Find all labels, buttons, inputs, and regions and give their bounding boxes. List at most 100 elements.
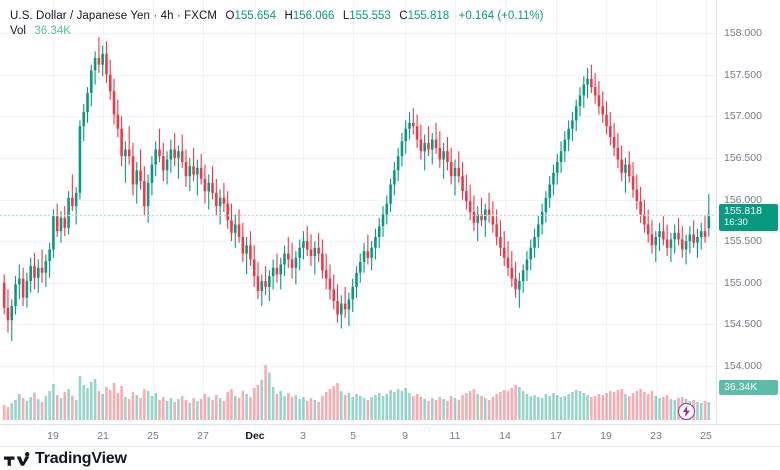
candle-body: [63, 217, 67, 228]
candle-body: [218, 197, 222, 207]
candle-body: [321, 253, 324, 271]
volume-bar: [275, 394, 279, 420]
candle-body: [108, 74, 112, 92]
volume-bar: [582, 393, 586, 420]
volume-bar: [612, 392, 616, 420]
ohlc-open-label: O: [225, 10, 235, 22]
volume-bar: [309, 398, 313, 420]
candle-body: [237, 224, 241, 237]
candle-body: [684, 241, 688, 250]
time-tick: 9: [402, 430, 408, 442]
volume-bar: [313, 400, 317, 420]
candle-body: [654, 236, 658, 246]
volume-bar: [177, 399, 180, 420]
price-axis[interactable]: 158.000 157.500 157.000 156.500 156.000 155.5…: [716, 0, 780, 424]
volume-bar: [252, 388, 256, 420]
volume-bar: [601, 395, 605, 420]
candle-body: [616, 147, 620, 160]
candle-body: [215, 192, 218, 207]
time-tick: 21: [97, 430, 109, 442]
ohlc-open-value: 155.654: [234, 10, 277, 22]
time-tick: 27: [197, 430, 209, 442]
volume-bar: [86, 388, 89, 420]
candle-body: [48, 249, 51, 262]
volume-bar: [249, 397, 252, 420]
ohlc-low-label: L: [342, 10, 350, 22]
time-tick: 25: [700, 430, 712, 442]
volume-bar: [317, 402, 320, 420]
volume-bar: [230, 389, 233, 420]
candle-body: [468, 201, 472, 212]
volume-bar: [135, 395, 139, 420]
candle-body: [29, 266, 32, 282]
candle-body: [347, 299, 351, 310]
candle-body: [555, 162, 559, 173]
candle-body: [446, 151, 449, 163]
legend-line-volume: Vol 36.34K: [10, 22, 543, 37]
volume-bar: [578, 391, 582, 420]
candle-body: [415, 126, 419, 140]
volume-bar: [207, 397, 211, 420]
volume-bar: [442, 399, 445, 420]
candle-body: [124, 149, 127, 157]
volume-bar: [449, 396, 453, 420]
time-tick: 14: [499, 430, 511, 442]
candle-body: [423, 142, 426, 152]
candle-body: [14, 284, 17, 307]
candle-body: [502, 247, 506, 258]
candle-body: [385, 203, 389, 215]
volume-bar: [586, 395, 589, 420]
volume-bar: [552, 393, 555, 420]
volume-bar: [237, 398, 241, 420]
time-axis[interactable]: 19 21 25 27 Dec 3 5 9 11 14 17 19 23 25: [0, 424, 780, 446]
candle-body: [393, 170, 396, 185]
candle-body: [548, 184, 551, 198]
candle-body: [343, 303, 347, 310]
volume-bar: [446, 401, 449, 420]
volume-bar: [222, 401, 226, 420]
candle-body: [650, 234, 654, 246]
candle-body: [177, 151, 180, 158]
candle-body: [506, 257, 510, 268]
volume-bar: [502, 390, 506, 420]
candlestick-chart[interactable]: [0, 0, 716, 424]
volume-bar: [63, 392, 67, 420]
symbol-title[interactable]: U.S. Dollar / Japanese Yen · 4h · FXCM: [10, 10, 218, 22]
candle-body: [268, 276, 271, 287]
volume-bar: [343, 395, 347, 420]
candle-body: [487, 209, 491, 217]
volume-bar: [256, 385, 260, 420]
volume-bar: [21, 398, 25, 420]
volume-bar: [537, 397, 540, 420]
volume-bar: [476, 394, 479, 420]
volume-bar: [67, 389, 70, 420]
volume-bar: [514, 385, 517, 420]
chart-pane[interactable]: [0, 0, 716, 424]
candle-body: [101, 53, 104, 65]
volume-bar: [245, 394, 248, 420]
candle-body: [283, 253, 286, 265]
realtime-bolt-icon[interactable]: [678, 403, 695, 420]
candle-body: [52, 216, 55, 250]
candle-body: [476, 214, 479, 223]
volume-bar: [620, 389, 623, 420]
candle-body: [112, 91, 116, 115]
volume-bar: [332, 386, 336, 420]
volume-bar: [6, 407, 10, 420]
tradingview-logo[interactable]: TradingView: [4, 450, 127, 468]
candle-body: [533, 236, 536, 248]
candle-body: [260, 281, 264, 292]
candle-body: [298, 247, 301, 258]
volume-bar: [548, 396, 551, 420]
candle-body: [612, 137, 616, 148]
volume-bar: [29, 397, 32, 420]
volume-bar: [290, 397, 294, 420]
candle-body: [658, 231, 661, 237]
volume-bar: [529, 396, 533, 420]
volume-bar: [2, 405, 6, 420]
volume-bar: [294, 395, 298, 420]
candle-body: [419, 139, 423, 152]
candle-body: [681, 239, 684, 250]
price-tick: 157.500: [724, 68, 762, 81]
candle-body: [529, 247, 533, 260]
